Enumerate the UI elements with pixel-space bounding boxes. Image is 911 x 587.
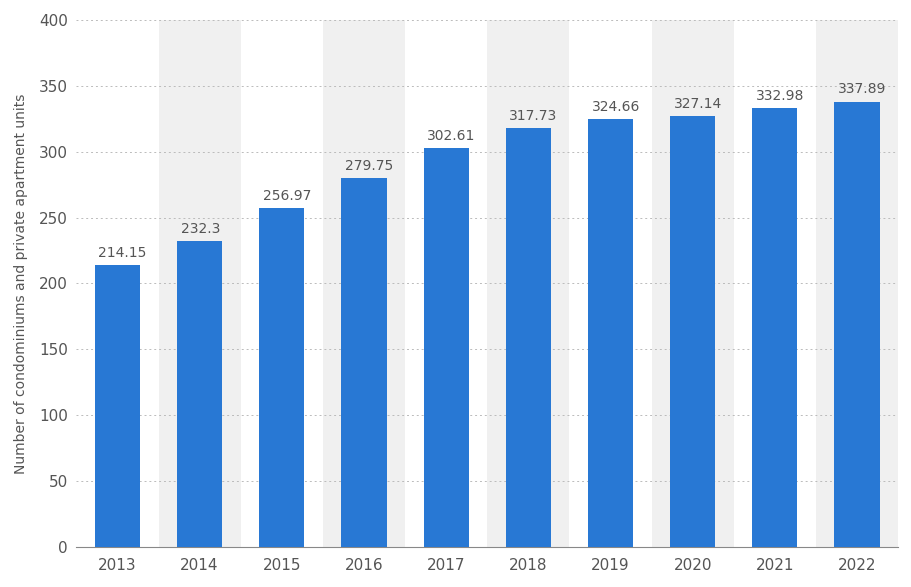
Text: 279.75: 279.75	[344, 159, 393, 173]
Bar	[95, 265, 140, 547]
Bar	[423, 149, 468, 547]
Bar	[486, 20, 568, 547]
Bar	[322, 20, 404, 547]
Y-axis label: Number of condominiums and private apartment units: Number of condominiums and private apart…	[14, 93, 28, 474]
Bar	[341, 178, 386, 547]
Bar	[752, 108, 796, 547]
Bar	[259, 208, 304, 547]
Bar	[159, 20, 241, 547]
Text: 256.97: 256.97	[262, 189, 311, 203]
Text: 327.14: 327.14	[673, 97, 722, 110]
Bar	[670, 116, 714, 547]
Bar	[177, 241, 222, 547]
Text: 337.89: 337.89	[837, 82, 885, 96]
Text: 317.73: 317.73	[508, 109, 557, 123]
Bar	[815, 20, 897, 547]
Bar	[506, 129, 550, 547]
Text: 302.61: 302.61	[426, 129, 475, 143]
Text: 232.3: 232.3	[180, 222, 220, 235]
Text: 332.98: 332.98	[755, 89, 804, 103]
Text: 214.15: 214.15	[98, 245, 147, 259]
Text: 324.66: 324.66	[591, 100, 640, 114]
Bar	[650, 20, 733, 547]
Bar	[834, 102, 878, 547]
Bar	[588, 119, 632, 547]
